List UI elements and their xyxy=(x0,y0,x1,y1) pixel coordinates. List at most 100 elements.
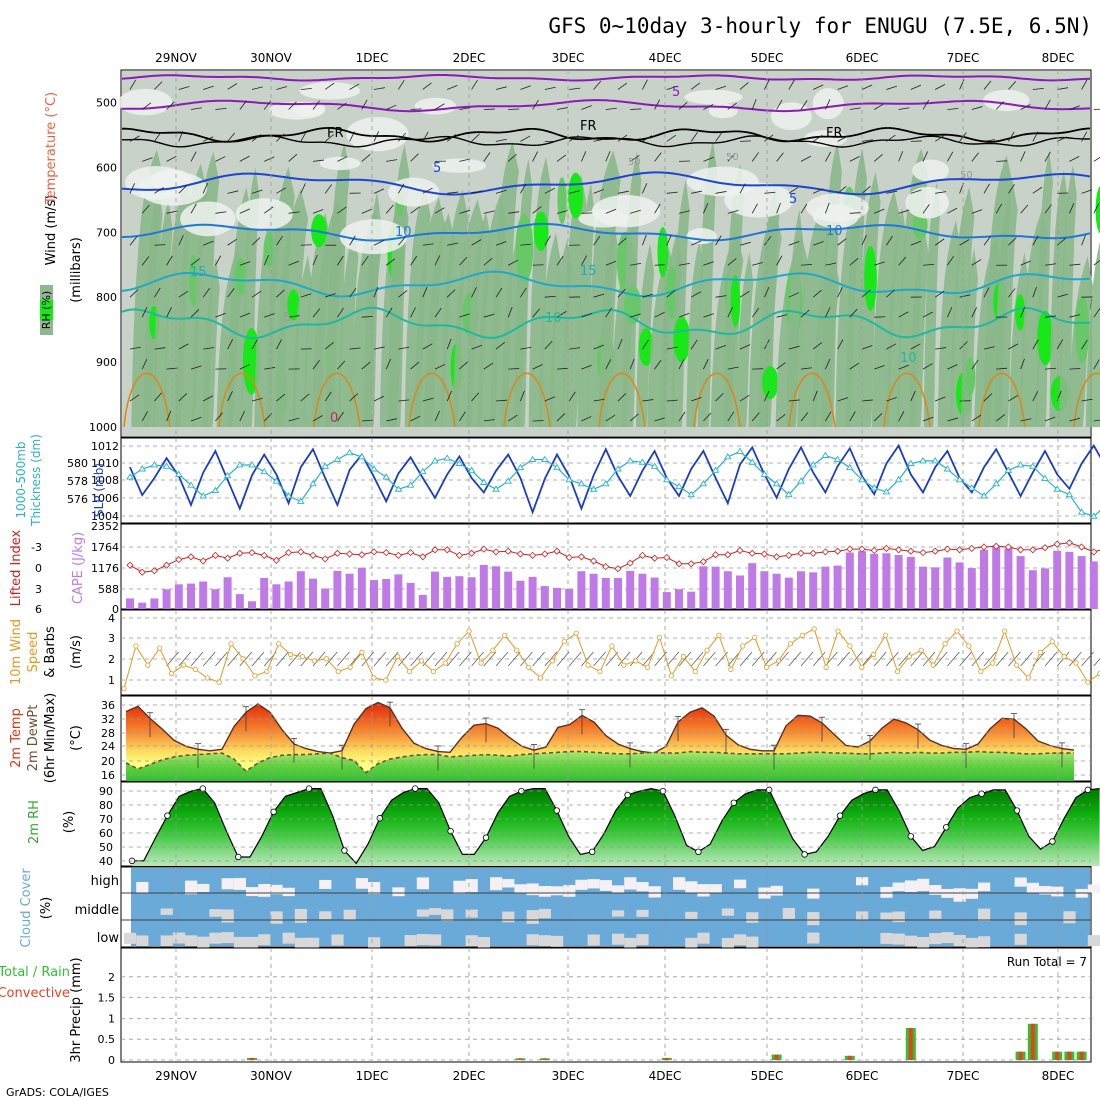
thickness-label-2-part-0: Thickness (dm) xyxy=(29,434,43,527)
thickness-point-29 xyxy=(480,478,488,485)
wind10m-point-81 xyxy=(1085,679,1091,685)
wind10m-barb-6 xyxy=(202,651,216,667)
upper-wind-barb xyxy=(727,210,739,214)
thickness-tick-2: 576 xyxy=(67,493,88,506)
upper-wind-barb xyxy=(1093,156,1100,162)
upper-wind-barb xyxy=(678,101,688,110)
lifted-index-tick-1: 0 xyxy=(35,562,42,575)
temperature-label: Temperature (°C) xyxy=(44,92,59,205)
upper-wind-barb xyxy=(727,366,739,370)
contour-label-8: 15 xyxy=(190,265,207,280)
thickness-point-13 xyxy=(284,492,293,499)
upper-wind-barb xyxy=(1093,203,1100,214)
cape-bar-27 xyxy=(455,576,464,609)
rh-core-67 xyxy=(965,356,976,396)
upper-wind-barb xyxy=(764,134,774,142)
cape-bar-8 xyxy=(223,577,232,609)
upper-wind-barb xyxy=(361,256,369,266)
lifted-index-point-37 xyxy=(577,553,585,561)
wind10m-point-61 xyxy=(847,643,853,649)
upper-wind-barb xyxy=(764,79,770,90)
cape-bar-54 xyxy=(784,577,793,609)
thickness-tick-0: 580 xyxy=(67,457,88,470)
wind10m-tick-3: 1 xyxy=(108,674,115,687)
upper-wind-barb xyxy=(1032,131,1039,142)
upper-wind-barb xyxy=(849,362,860,370)
upper-wind-barb xyxy=(812,342,823,350)
bl-temp-arc-0 xyxy=(123,372,171,428)
cape-bar-24 xyxy=(418,594,427,609)
pressure-tick-0: 500 xyxy=(96,96,117,109)
upper-wind-barb xyxy=(471,344,483,350)
wind10m-point-79 xyxy=(1061,654,1067,660)
cloud-row-middle: middle xyxy=(75,903,119,918)
upper-wind-barb xyxy=(983,236,991,246)
upper-wind-barb xyxy=(373,395,385,402)
wind10m-barb-38 xyxy=(593,651,606,667)
upper-wind-barb xyxy=(617,190,629,194)
upper-wind-barb xyxy=(568,135,579,142)
upper-wind-barb xyxy=(922,263,934,266)
upper-wind-barb xyxy=(251,339,258,350)
bl-temp-arc-3 xyxy=(408,372,456,428)
upper-wind-barb xyxy=(166,307,172,318)
slp-label-part-0: SLP (mb) xyxy=(92,463,106,517)
upper-wind-barb xyxy=(544,235,551,246)
rh-core-8 xyxy=(235,257,247,296)
upper-wind-barb xyxy=(410,255,418,266)
upper-wind-barb xyxy=(642,79,648,90)
upper-wind-barb xyxy=(141,358,148,370)
temp-contour-neg10 xyxy=(121,74,1091,82)
cape-bar-21 xyxy=(382,579,391,609)
upper-wind-barb xyxy=(203,136,214,142)
upper-wind-barb xyxy=(678,262,690,266)
thickness-point-78 xyxy=(1077,508,1086,515)
rh-plume-67 xyxy=(961,248,978,427)
cloud-low-gap-8 xyxy=(221,932,234,944)
upper-wind-barb xyxy=(386,104,397,110)
wind10m-point-63 xyxy=(871,651,877,658)
cloud-middle-gap-24 xyxy=(416,909,429,917)
cloud-high-gap-45 xyxy=(673,877,686,890)
rh2m-point-15 xyxy=(305,785,313,792)
upper-wind-barb xyxy=(544,340,553,350)
upper-wind-barb xyxy=(312,254,318,266)
upper-wind-barb xyxy=(190,258,200,266)
dry-patch-10 xyxy=(414,97,457,115)
upper-wind-barb xyxy=(386,159,398,162)
wind10m-point-58 xyxy=(811,626,817,632)
contour-label-16: 0 xyxy=(330,411,338,426)
upper-wind-barb xyxy=(544,86,556,90)
thickness-point-41 xyxy=(626,457,634,464)
cloud-high-gap-27 xyxy=(453,880,466,894)
upper-wind-barb xyxy=(398,290,408,298)
wind10m-barb-17 xyxy=(337,651,350,667)
cape-bar-79 xyxy=(1089,561,1098,609)
upper-wind-barb xyxy=(288,153,298,162)
upper-wind-barb xyxy=(471,392,480,402)
dry-patch-29 xyxy=(180,201,236,237)
wind10m-barb-77 xyxy=(1069,651,1082,667)
lifted-index-point-60 xyxy=(858,545,866,553)
upper-wind-barb xyxy=(556,255,564,266)
lifted-index-point-39 xyxy=(602,563,610,571)
thickness-point-18 xyxy=(345,448,354,456)
upper-wind-barb xyxy=(447,84,458,90)
bl-temp-arc-9 xyxy=(978,372,1026,428)
upper-wind-barb xyxy=(690,82,701,90)
cloud-middle-gap-51 xyxy=(746,912,759,923)
upper-wind-barb xyxy=(532,264,544,266)
upper-wind-barb xyxy=(361,208,373,214)
upper-wind-barb xyxy=(190,365,202,370)
upper-wind-barb xyxy=(935,396,946,402)
lifted-index-point-32 xyxy=(516,550,524,558)
cloud-high-gap-8 xyxy=(221,878,234,890)
upper-wind-barb xyxy=(459,313,470,318)
upper-wind-barb xyxy=(556,154,567,162)
cloud-high-gap-12 xyxy=(270,884,283,895)
lifted-index-point-19 xyxy=(358,551,366,559)
upper-wind-barb xyxy=(129,236,138,246)
cloud-middle-gap-12 xyxy=(270,911,283,924)
upper-wind-barb xyxy=(532,99,539,110)
wind10m-barb-14 xyxy=(300,651,314,667)
